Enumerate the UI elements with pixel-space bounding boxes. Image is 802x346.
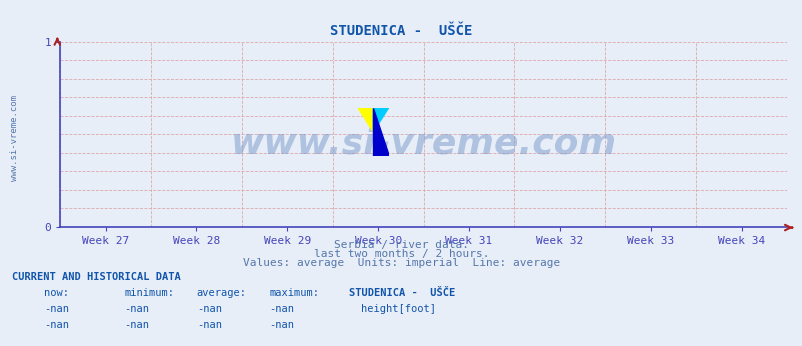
Text: Values: average  Units: imperial  Line: average: Values: average Units: imperial Line: av… <box>242 258 560 268</box>
Text: -nan: -nan <box>44 304 69 314</box>
Polygon shape <box>373 108 388 156</box>
Text: www.si-vreme.com: www.si-vreme.com <box>230 126 616 160</box>
Text: STUDENICA -  UŠČE: STUDENICA - UŠČE <box>330 24 472 38</box>
Text: last two months / 2 hours.: last two months / 2 hours. <box>314 249 488 259</box>
Text: -nan: -nan <box>44 320 69 330</box>
Polygon shape <box>358 108 373 132</box>
Text: -nan: -nan <box>269 304 294 314</box>
Text: average:: average: <box>196 288 246 298</box>
Text: CURRENT AND HISTORICAL DATA: CURRENT AND HISTORICAL DATA <box>12 272 180 282</box>
Text: maximum:: maximum: <box>269 288 318 298</box>
Text: Serbia / river data.: Serbia / river data. <box>334 240 468 251</box>
Text: www.si-vreme.com: www.si-vreme.com <box>10 95 18 181</box>
Text: -nan: -nan <box>269 320 294 330</box>
Text: -nan: -nan <box>196 320 221 330</box>
Text: -nan: -nan <box>124 304 149 314</box>
Text: -nan: -nan <box>196 304 221 314</box>
Text: height[foot]: height[foot] <box>360 304 435 314</box>
Polygon shape <box>373 108 388 132</box>
Text: STUDENICA -  UŠČE: STUDENICA - UŠČE <box>349 288 455 298</box>
Text: -nan: -nan <box>124 320 149 330</box>
Text: now:: now: <box>44 288 69 298</box>
Text: minimum:: minimum: <box>124 288 174 298</box>
